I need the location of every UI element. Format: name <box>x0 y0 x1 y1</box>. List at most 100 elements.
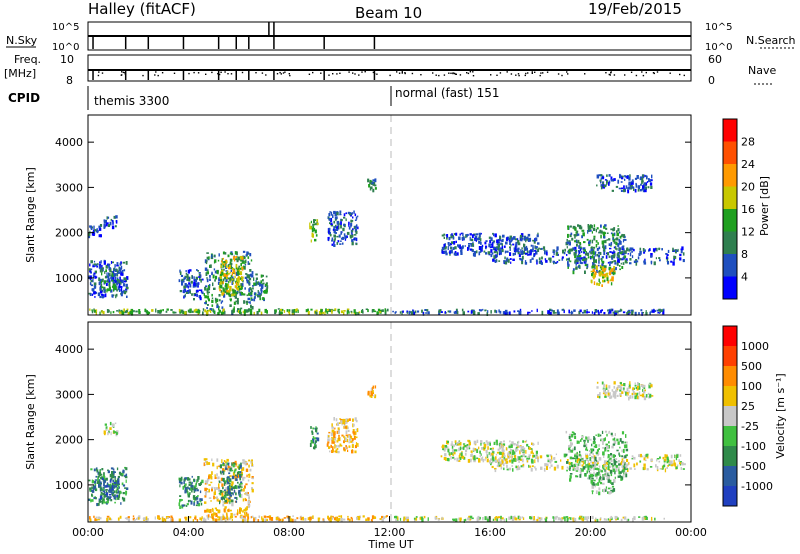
data-cell <box>613 266 616 268</box>
data-cell <box>205 490 209 493</box>
data-cell <box>569 225 572 228</box>
data-cell <box>497 516 499 519</box>
data-cell <box>587 230 589 234</box>
data-cell <box>345 421 348 424</box>
data-cell <box>555 453 557 456</box>
data-cell <box>511 459 514 463</box>
data-cell <box>489 452 493 457</box>
data-cell <box>95 489 97 491</box>
data-cell <box>593 439 596 442</box>
data-cell <box>381 309 384 312</box>
data-cell <box>626 518 629 523</box>
data-cell <box>126 295 128 298</box>
data-cell <box>613 393 617 397</box>
data-cell <box>220 481 222 484</box>
data-cell <box>637 382 639 386</box>
data-cell <box>593 461 596 466</box>
data-cell <box>602 441 604 445</box>
data-cell <box>352 430 355 434</box>
data-cell <box>102 487 104 491</box>
data-cell <box>157 516 160 520</box>
data-cell <box>493 255 496 259</box>
data-cell <box>105 223 108 227</box>
data-cell <box>234 275 236 279</box>
data-cell <box>665 454 668 459</box>
data-cell <box>206 461 208 466</box>
data-cell <box>260 274 263 278</box>
data-cell <box>102 493 105 496</box>
data-cell <box>570 433 574 438</box>
data-cell <box>609 251 612 253</box>
data-cell <box>238 493 240 496</box>
data-cell <box>196 489 199 492</box>
data-cell <box>470 454 473 458</box>
data-cell <box>550 309 553 312</box>
data-cell <box>588 469 590 473</box>
data-cell <box>569 475 572 479</box>
data-cell <box>621 461 623 463</box>
data-cell <box>635 387 637 389</box>
data-cell <box>616 256 619 259</box>
colorbar-swatch <box>723 366 737 386</box>
data-cell <box>247 473 251 476</box>
data-cell <box>576 466 579 471</box>
data-cell <box>121 273 124 276</box>
data-cell <box>639 250 642 255</box>
data-cell <box>223 516 225 520</box>
data-cell <box>616 394 619 397</box>
data-cell <box>599 252 602 256</box>
data-cell <box>212 516 214 520</box>
data-cell <box>187 285 189 289</box>
data-cell <box>625 175 628 178</box>
data-cell <box>620 189 623 192</box>
data-cell <box>246 302 248 305</box>
data-cell <box>508 452 510 457</box>
data-cell <box>597 395 599 398</box>
data-cell <box>604 224 607 227</box>
data-cell <box>120 293 123 297</box>
data-cell <box>587 477 589 480</box>
data-cell <box>147 311 151 314</box>
data-cell <box>120 310 123 313</box>
data-cell <box>532 452 534 455</box>
data-cell <box>244 497 247 501</box>
data-cell <box>200 289 203 293</box>
data-cell <box>239 475 242 478</box>
data-cell <box>248 282 251 285</box>
data-cell <box>340 221 342 225</box>
data-cell <box>341 419 344 422</box>
data-cell <box>572 270 575 275</box>
data-cell <box>171 516 174 519</box>
data-cell <box>111 225 115 230</box>
data-cell <box>557 517 560 521</box>
data-cell <box>643 396 647 401</box>
data-cell <box>576 440 579 444</box>
data-cell <box>525 247 528 251</box>
data-cell <box>636 175 639 179</box>
data-cell <box>243 300 246 304</box>
data-cell <box>596 460 600 463</box>
data-cell <box>491 252 494 255</box>
data-cell <box>231 293 233 297</box>
data-cell <box>622 455 625 458</box>
data-cell <box>125 490 128 495</box>
data-cell <box>331 243 334 246</box>
data-cell <box>600 224 602 228</box>
data-cell <box>243 518 247 521</box>
data-cell <box>457 460 461 462</box>
data-cell <box>587 226 590 230</box>
data-cell <box>201 479 204 484</box>
data-cell <box>206 515 208 517</box>
data-cell <box>532 465 534 468</box>
data-cell <box>589 450 591 453</box>
data-cell <box>532 454 534 458</box>
data-cell <box>537 458 539 463</box>
data-cell <box>258 308 261 313</box>
data-cell <box>235 266 237 270</box>
data-cell <box>314 238 317 242</box>
data-cell <box>585 436 587 440</box>
data-cell <box>345 446 348 450</box>
data-cell <box>536 456 539 459</box>
data-cell <box>414 310 417 314</box>
data-cell <box>582 466 586 470</box>
